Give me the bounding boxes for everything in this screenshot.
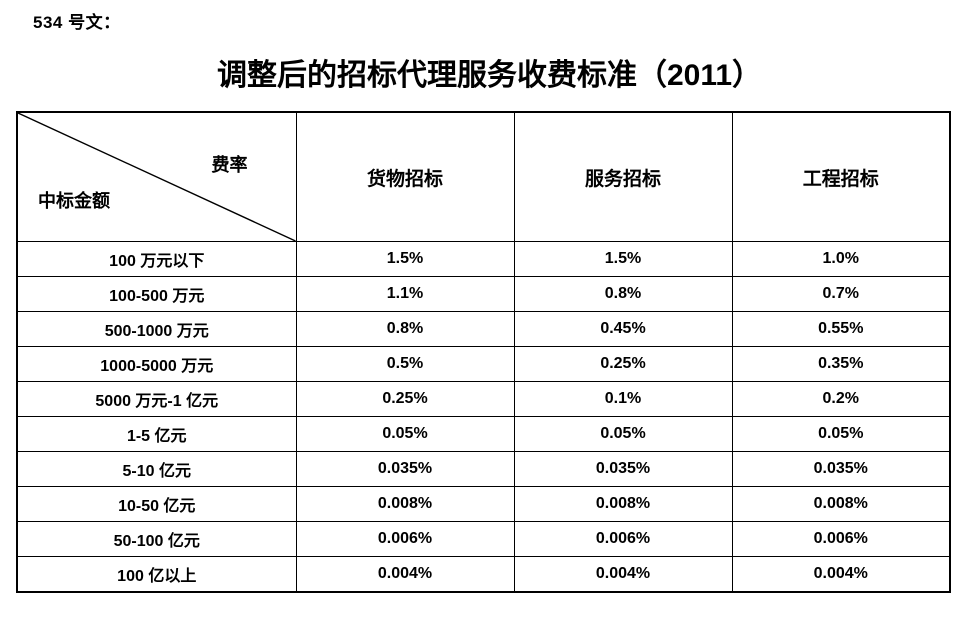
diagonal-divider-line (18, 113, 296, 241)
row-label: 1000-5000 万元 (16, 346, 297, 382)
table-row: 1-5 亿元 0.05% 0.05% 0.05% (16, 416, 951, 452)
corner-label-fee-rate: 费率 (211, 155, 248, 175)
table-row: 50-100 亿元 0.006% 0.006% 0.006% (16, 521, 951, 557)
cell-value: 0.008% (513, 486, 733, 522)
cell-value: 0.2% (731, 381, 951, 417)
cell-value: 0.05% (513, 416, 733, 452)
cell-value: 0.35% (731, 346, 951, 382)
cell-value: 1.5% (513, 241, 733, 277)
cell-value: 1.1% (295, 276, 515, 312)
cell-value: 0.45% (513, 311, 733, 347)
row-label: 10-50 亿元 (16, 486, 297, 522)
page-title: 调整后的招标代理服务收费标准（2011） (216, 59, 763, 92)
cell-value: 0.8% (513, 276, 733, 312)
cell-value: 0.5% (295, 346, 515, 382)
cell-value: 0.035% (731, 451, 951, 487)
cell-value: 0.008% (295, 486, 515, 522)
row-label: 500-1000 万元 (16, 311, 297, 347)
cell-value: 0.55% (731, 311, 951, 347)
row-label: 1-5 亿元 (16, 416, 297, 452)
row-label: 50-100 亿元 (16, 521, 297, 557)
row-label: 100 亿以上 (16, 556, 297, 593)
cell-value: 1.0% (731, 241, 951, 277)
column-header-service-bidding: 服务招标 (513, 111, 733, 242)
cell-value: 0.05% (731, 416, 951, 452)
fee-rate-table: 费率 中标金额 货物招标 服务招标 工程招标 100 万元以下 1.5% 1.5… (16, 111, 951, 593)
cell-value: 0.035% (513, 451, 733, 487)
cell-value: 0.006% (513, 521, 733, 557)
doc-number-label: 534 号文： (33, 13, 121, 32)
cell-value: 0.7% (731, 276, 951, 312)
row-label: 5-10 亿元 (16, 451, 297, 487)
cell-value: 0.004% (513, 556, 733, 593)
cell-value: 0.006% (731, 521, 951, 557)
table-row: 100 万元以下 1.5% 1.5% 1.0% (16, 241, 951, 277)
table-header-row: 费率 中标金额 货物招标 服务招标 工程招标 (16, 111, 951, 242)
row-label: 100-500 万元 (16, 276, 297, 312)
row-label: 5000 万元-1 亿元 (16, 381, 297, 417)
table-row: 5-10 亿元 0.035% 0.035% 0.035% (16, 451, 951, 487)
cell-value: 0.008% (731, 486, 951, 522)
table-row: 10-50 亿元 0.008% 0.008% 0.008% (16, 486, 951, 522)
cell-value: 0.8% (295, 311, 515, 347)
column-header-engineering-bidding: 工程招标 (731, 111, 951, 242)
cell-value: 0.25% (295, 381, 515, 417)
table-row: 100-500 万元 1.1% 0.8% 0.7% (16, 276, 951, 312)
table-row: 500-1000 万元 0.8% 0.45% 0.55% (16, 311, 951, 347)
table-row: 5000 万元-1 亿元 0.25% 0.1% 0.2% (16, 381, 951, 417)
table-row: 100 亿以上 0.004% 0.004% 0.004% (16, 556, 951, 593)
cell-value: 0.004% (295, 556, 515, 593)
cell-value: 0.035% (295, 451, 515, 487)
table-row: 1000-5000 万元 0.5% 0.25% 0.35% (16, 346, 951, 382)
cell-value: 0.004% (731, 556, 951, 593)
row-label: 100 万元以下 (16, 241, 297, 277)
column-header-goods-bidding: 货物招标 (295, 111, 515, 242)
corner-label-bid-amount: 中标金额 (38, 191, 110, 211)
cell-value: 0.25% (513, 346, 733, 382)
cell-value: 1.5% (295, 241, 515, 277)
cell-value: 0.05% (295, 416, 515, 452)
cell-value: 0.1% (513, 381, 733, 417)
corner-header-cell: 费率 中标金额 (16, 111, 297, 242)
cell-value: 0.006% (295, 521, 515, 557)
